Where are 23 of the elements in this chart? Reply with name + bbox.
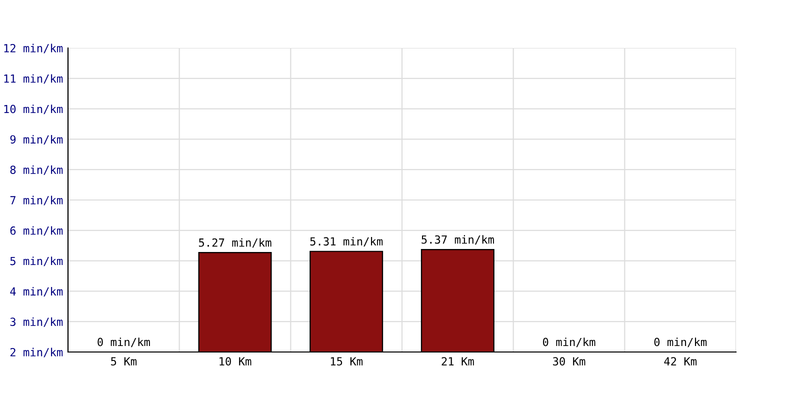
x-tick-label: 10 Km	[220, 357, 252, 366]
y-tick-label: 12 min/km	[4, 44, 63, 54]
x-tick-label: 21 Km	[442, 357, 474, 366]
y-tick-label: 7 min/km	[10, 196, 63, 206]
data-label: 5.37 min/km	[422, 235, 494, 245]
y-tick-label: 10 min/km	[4, 104, 63, 114]
y-tick-label: 3 min/km	[10, 317, 63, 327]
text: 0 min/km	[98, 338, 150, 348]
y-tick-label: 9 min/km	[10, 135, 63, 144]
y-tick-label: 6 min/km	[10, 226, 63, 236]
x-tick-label: 30 Km	[553, 357, 586, 366]
data-label: 5.31 min/km	[310, 236, 383, 246]
text: 0 min/km	[654, 338, 707, 348]
y-tick-label: 11 min/km	[4, 74, 63, 84]
data-label: 5.27 min/km	[198, 238, 272, 248]
x-tick-label: 15 Km	[330, 357, 363, 366]
y-tick-label: 2 min/km	[10, 348, 63, 358]
text: 0 min/km	[542, 338, 596, 348]
y-tick-label: 4 min/km	[10, 287, 63, 296]
x-tick-label: 42 Km	[664, 357, 697, 366]
y-tick-label: 8 min/km	[10, 165, 63, 175]
x-tick-label: 5 Km	[111, 357, 137, 366]
y-tick-label: 5 min/km	[10, 256, 63, 266]
